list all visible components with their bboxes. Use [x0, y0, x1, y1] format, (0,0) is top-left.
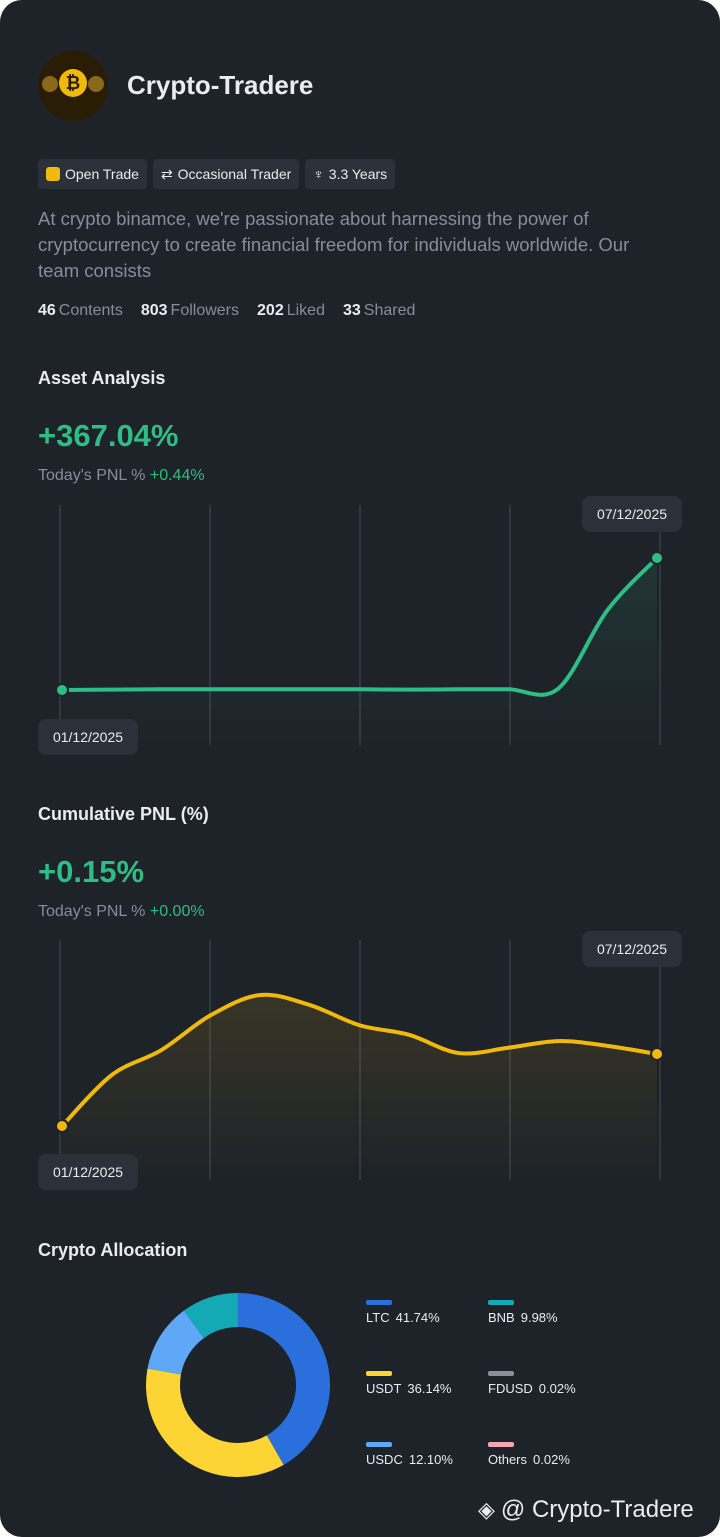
stat: 33 Shared [343, 302, 415, 320]
stats: 46 Contents 803 Followers 202 Liked 33 Shared [38, 302, 415, 320]
value: +0.44% [149, 467, 205, 484]
legend-value: 36.14% [407, 1381, 452, 1396]
badges: Open Trade ⇄ Occasional Trader ♆ 3.3 Years [38, 159, 401, 189]
legend-value: 9.98% [521, 1310, 558, 1325]
legend-entry: USDC 12.10% [366, 1452, 453, 1467]
legend-swatch [366, 1442, 392, 1447]
stat: 803 Followers [141, 302, 239, 320]
legend-name: USDT [366, 1381, 401, 1396]
legend-value: 0.02% [533, 1452, 570, 1467]
legend-entry: LTC 41.74% [366, 1310, 440, 1325]
stat: 202 Liked [257, 302, 325, 320]
donut-slice [146, 1368, 284, 1477]
stat-label: Shared [363, 302, 416, 319]
badge-text: Occasional Trader [177, 166, 292, 182]
date-label: 01/12/2025 [53, 1164, 123, 1180]
legend-swatch [366, 1371, 392, 1376]
legend-value: 12.10% [409, 1452, 454, 1467]
end-point [55, 683, 69, 697]
badge: ♆ 3.3 Years [305, 159, 396, 189]
date-label: 07/12/2025 [597, 506, 667, 522]
donut-slice [147, 1310, 204, 1375]
legend-entry: Others 0.02% [488, 1452, 570, 1467]
end-point [650, 1047, 664, 1062]
icon: ⇄ [160, 165, 173, 182]
profile-name: Crypto-Tradere [127, 70, 314, 100]
stat-label: Followers [170, 302, 240, 319]
stat: 46 Contents [38, 302, 123, 320]
legend-swatch [488, 1442, 514, 1447]
badge-text: Open Trade [65, 166, 139, 182]
icon: ♆ [313, 166, 324, 182]
section-title: Asset Analysis [38, 368, 166, 388]
legend-name: USDC [366, 1452, 403, 1467]
legend-swatch [488, 1371, 514, 1376]
stat-label: Contents [58, 302, 123, 319]
headline-value: +367.04% [38, 418, 179, 453]
label: Today's PNL % [38, 467, 146, 484]
stat-value: 46 [38, 302, 56, 319]
badge: Open Trade [38, 159, 147, 189]
donut-slice [183, 1293, 238, 1339]
line-chart: 07/12/2025 01/12/2025 [38, 931, 682, 1190]
legend-value: 41.74% [396, 1310, 441, 1325]
legend-swatch [488, 1300, 514, 1305]
area [62, 994, 657, 1180]
tooltip [38, 719, 138, 755]
tooltip [38, 1154, 138, 1190]
section-title: Cumulative PNL (%) [38, 804, 209, 824]
section-title: Crypto Allocation [38, 1240, 188, 1260]
stat-value: 202 [257, 302, 284, 319]
avatar: ₿ [38, 51, 108, 121]
stat-label: Liked [286, 302, 325, 319]
watermark: ◈ @ Crypto-Tradere [478, 1496, 694, 1524]
stat-value: 803 [140, 302, 168, 319]
legend-entry: BNB 9.98% [488, 1310, 558, 1325]
stat-value: 33 [342, 302, 361, 319]
legend-entry: USDT 36.14% [366, 1381, 452, 1396]
today-pnl: Today's PNL % +0.44% [38, 467, 205, 485]
label: Today's PNL % [38, 903, 146, 920]
legend-name: BNB [488, 1310, 515, 1325]
legend-name: Others [488, 1452, 528, 1467]
end-point [55, 1119, 69, 1133]
svg-text:₿: ₿ [66, 73, 81, 93]
description: At crypto binamce, we're passionate abou… [38, 208, 630, 281]
date-label: 01/12/2025 [53, 729, 123, 745]
value: +0.00% [149, 903, 205, 920]
legend-name: LTC [366, 1310, 390, 1325]
legend-name: FDUSD [488, 1381, 533, 1396]
badge: ⇄ Occasional Trader [152, 159, 300, 189]
tooltip [582, 931, 682, 967]
donut-slice [238, 1293, 330, 1465]
tooltip [582, 496, 682, 532]
date-label: 07/12/2025 [597, 941, 667, 957]
legend-value: 0.02% [539, 1381, 576, 1396]
logo: ◈ [478, 1497, 495, 1522]
icon [46, 167, 60, 181]
today-pnl: Today's PNL % +0.00% [38, 903, 205, 921]
donut-chart: LTC 41.74% USDT 36.14% USDC 12.10% BNB 9.98% FDU… [146, 1293, 576, 1477]
badge-text: 3.3 Years [328, 166, 388, 182]
headline-value: +0.15% [38, 854, 145, 889]
line [60, 992, 659, 1128]
legend-entry: FDUSD 0.02% [488, 1381, 576, 1396]
end-point [650, 551, 664, 565]
legend-swatch [366, 1300, 392, 1305]
area [62, 558, 657, 745]
line-chart: 07/12/2025 01/12/2025 [38, 496, 682, 755]
watermark-text: @ Crypto-Tradere [500, 1496, 694, 1523]
line [60, 556, 659, 697]
